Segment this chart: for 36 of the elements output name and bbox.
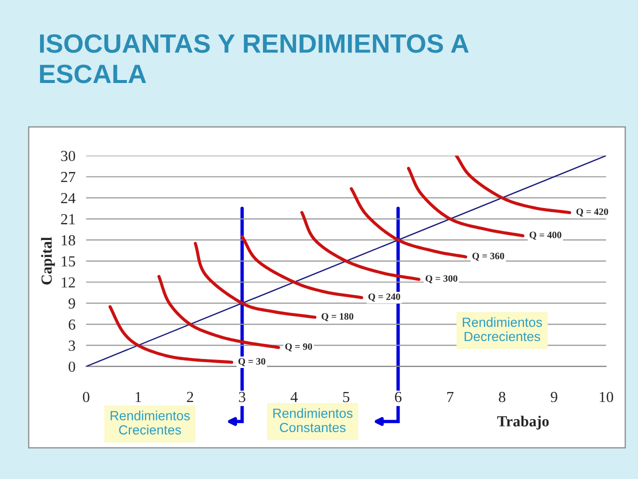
x-tick-label: 7 (447, 392, 454, 402)
series-label: Q = 300 (426, 275, 458, 284)
x-tick-label: 4 (290, 392, 298, 402)
x-tick-label: 2 (186, 392, 194, 402)
annotation: Rendimientos Decrecientes (462, 317, 542, 342)
x-tick-label: 10 (600, 392, 614, 402)
y-tick-label: 27 (61, 172, 76, 182)
series-label: Q = 360 (472, 252, 504, 261)
y-tick-label: 9 (68, 298, 76, 309)
series-label: Q = 180 (322, 313, 354, 322)
series-label: Q = 400 (530, 232, 562, 240)
x-tick-label: 5 (343, 392, 350, 402)
y-tick-label: 21 (61, 214, 75, 224)
text: Rendimientos Crecientes (110, 410, 190, 435)
series-label: Q = 90 (285, 343, 312, 352)
y-tick-label: 15 (62, 256, 76, 267)
text: Rendimientos Constantes (273, 408, 352, 432)
y-tick-label: 30 (61, 150, 76, 162)
y-axis-title: Capital (41, 237, 55, 284)
x-tick-label: 3 (239, 392, 246, 402)
series-label: Q = 30 (238, 358, 266, 366)
y-tick-label: 6 (68, 319, 76, 330)
x-tick-label: 9 (550, 392, 558, 402)
x-tick-label: 6 (394, 392, 402, 402)
series-label: Q = 420 (576, 208, 608, 216)
y-tick-label: 18 (62, 235, 76, 246)
y-tick-label: 0 (68, 362, 76, 372)
y-tick-label: 24 (61, 193, 76, 204)
x-tick-label: 8 (498, 392, 506, 402)
x-axis-title: Trabajo (497, 416, 549, 430)
y-tick-label: 3 (68, 340, 76, 351)
y-tick-label: 12 (62, 277, 75, 288)
chart-title: ISOCUANTAS Y RENDIMIENTOS A ESCALA (40, 34, 469, 84)
series-label: Q = 240 (368, 293, 400, 302)
x-tick-label: 1 (136, 392, 142, 402)
x-tick-label: 0 (82, 392, 90, 402)
